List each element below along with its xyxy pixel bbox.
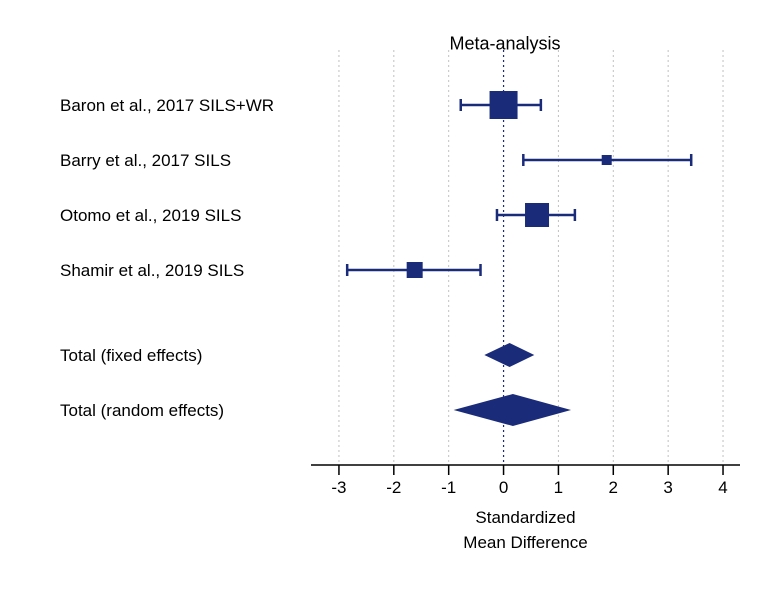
study-label: Total (fixed effects) — [60, 346, 202, 366]
study-label: Total (random effects) — [60, 401, 224, 421]
effect-square — [490, 91, 518, 119]
x-tick-label: -2 — [386, 478, 401, 498]
effect-square — [602, 155, 612, 165]
effect-diamond — [484, 343, 534, 367]
x-tick-label: -3 — [331, 478, 346, 498]
study-label: Baron et al., 2017 SILS+WR — [60, 96, 274, 116]
effect-square — [525, 203, 549, 227]
x-tick-label: -1 — [441, 478, 456, 498]
effect-diamond — [454, 394, 571, 426]
forest-plot-svg — [0, 0, 769, 592]
study-label: Otomo et al., 2019 SILS — [60, 206, 241, 226]
x-tick-label: 0 — [499, 478, 508, 498]
x-tick-label: 2 — [609, 478, 618, 498]
x-axis-label-2: Mean Difference — [463, 533, 587, 553]
study-label: Barry et al., 2017 SILS — [60, 151, 231, 171]
x-tick-label: 4 — [718, 478, 727, 498]
forest-plot-container: Meta-analysis Baron et al., 2017 SILS+WR B… — [0, 0, 769, 592]
x-axis-label-1: Standardized — [475, 508, 575, 528]
chart-title: Meta-analysis — [449, 34, 560, 55]
effect-square — [407, 262, 423, 278]
x-tick-label: 3 — [663, 478, 672, 498]
x-tick-label: 1 — [554, 478, 563, 498]
study-label: Shamir et al., 2019 SILS — [60, 261, 244, 281]
